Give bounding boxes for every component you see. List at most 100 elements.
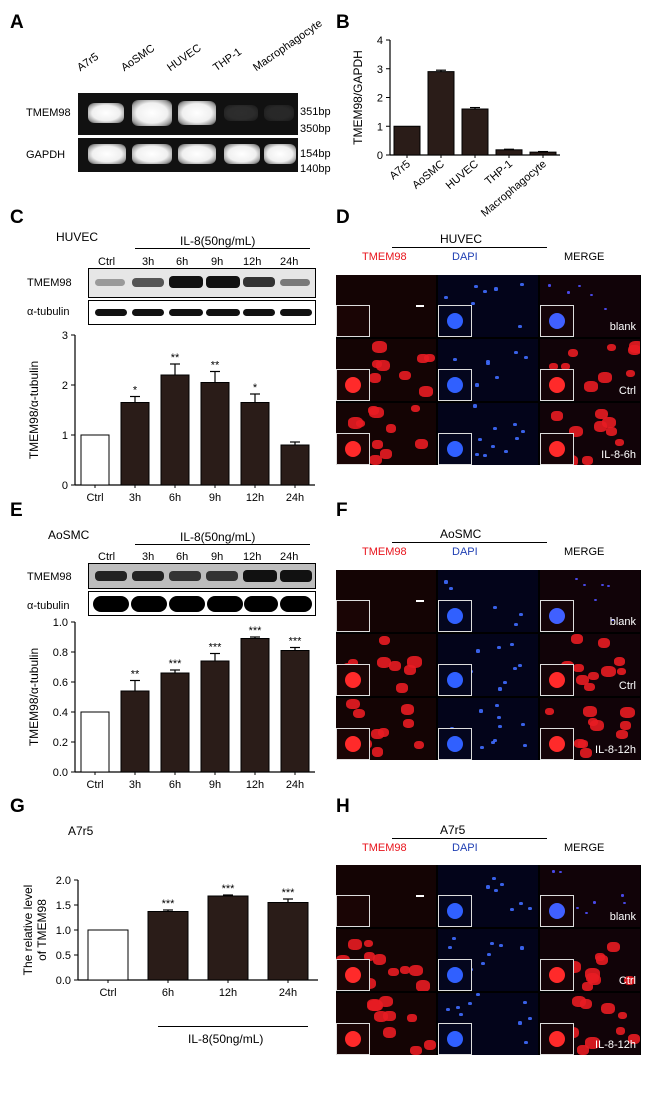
significance-label: *** <box>249 625 263 637</box>
zoom-inset <box>336 600 370 632</box>
x-tick-label: 12h <box>246 779 264 791</box>
bar <box>87 929 129 981</box>
condition-label: blank <box>609 616 636 628</box>
size-marker: 154bp <box>300 148 331 160</box>
y-axis-label: TMEM98/GAPDH <box>351 50 365 145</box>
bar <box>495 149 523 156</box>
significance-label: ** <box>171 352 180 364</box>
y-tick-label: 2 <box>377 93 383 105</box>
x-tick-label: 24h <box>286 779 304 791</box>
bar <box>240 638 270 773</box>
bar <box>147 911 189 981</box>
lane-label: 3h <box>142 256 155 268</box>
micrograph-cell: Ctrl <box>540 929 640 991</box>
panel-label-a: A <box>10 12 24 33</box>
panel-label-f: F <box>336 500 348 521</box>
treatment-line <box>135 544 310 545</box>
condition-label: IL-8-12h <box>595 744 636 756</box>
bar <box>393 125 421 156</box>
y-tick-label: 0.0 <box>53 767 68 779</box>
x-tick-label: 9h <box>209 779 221 791</box>
lane-label: Ctrl <box>98 551 116 563</box>
y-axis-label: TMEM98/α-tubulin <box>27 648 41 746</box>
zoom-inset <box>336 1023 370 1055</box>
micrograph-cell <box>336 339 436 401</box>
scale-bar <box>416 600 424 602</box>
micrograph-cell: IL-8-12h <box>540 993 640 1055</box>
y-tick-label: 0.5 <box>56 950 71 962</box>
zoom-inset <box>438 959 472 991</box>
micrograph-cell <box>336 403 436 465</box>
x-tick-label: 9h <box>209 492 221 504</box>
x-tick-label: 12h <box>219 987 237 999</box>
x-tick-label: 3h <box>129 779 141 791</box>
x-tick-label: HUVEC <box>444 158 481 192</box>
micrograph-cell <box>336 865 436 927</box>
zoom-inset <box>540 369 574 401</box>
y-tick-label: 0.0 <box>56 975 71 987</box>
cell-line-label: HUVEC <box>56 230 99 244</box>
header-line <box>392 838 547 839</box>
treatment-label: IL-8(50ng/mL) <box>188 1032 264 1046</box>
x-tick-label: A7r5 <box>387 158 413 182</box>
micrograph-cell: blank <box>540 275 640 337</box>
y-tick-label: 1.0 <box>56 925 71 937</box>
zoom-inset <box>540 433 574 465</box>
lane-label: AoSMC <box>119 42 158 74</box>
micrograph-cell <box>438 993 538 1055</box>
header-line <box>392 542 547 543</box>
y-tick-label: 3 <box>377 64 383 76</box>
lane-label: 24h <box>280 256 299 268</box>
y-tick-label: 1 <box>62 430 68 442</box>
bar <box>120 402 150 486</box>
zoom-inset <box>540 895 574 927</box>
header-line <box>392 247 547 248</box>
lane-label: 12h <box>243 551 262 563</box>
lane-label: HUVEC <box>165 42 204 74</box>
micrograph-cell <box>438 403 538 465</box>
treatment-line <box>135 248 310 249</box>
lane-label: THP-1 <box>211 45 245 74</box>
micrograph-cell <box>438 634 538 696</box>
micrograph-cell: Ctrl <box>540 634 640 696</box>
lane-label: 24h <box>280 551 299 563</box>
size-marker: 140bp <box>300 163 331 175</box>
micrograph-cell <box>438 865 538 927</box>
panel-label-g: G <box>10 796 25 817</box>
lane-label: 9h <box>211 256 224 268</box>
significance-label: *** <box>162 898 176 910</box>
x-tick-label: 6h <box>162 987 174 999</box>
y-tick-label: 3 <box>62 330 68 342</box>
bar <box>529 151 557 156</box>
significance-label: *** <box>169 658 183 670</box>
x-tick-label: AoSMC <box>410 158 447 192</box>
cell-line-label: AoSMC <box>440 527 482 541</box>
panel-label-e: E <box>10 500 23 521</box>
x-tick-label: 6h <box>169 779 181 791</box>
lane-label: 12h <box>243 256 262 268</box>
zoom-inset <box>438 895 472 927</box>
bar <box>461 108 489 156</box>
blot-tmem98 <box>88 563 316 589</box>
bar <box>200 382 230 486</box>
zoom-inset <box>540 959 574 991</box>
treatment-line <box>158 1026 308 1027</box>
condition-label: Ctrl <box>618 385 636 397</box>
bar <box>160 374 190 486</box>
x-tick-label: Ctrl <box>86 492 103 504</box>
x-tick-label: 24h <box>286 492 304 504</box>
y-tick-label: 4 <box>377 35 383 47</box>
zoom-inset <box>438 664 472 696</box>
bar <box>427 71 455 156</box>
micrograph-cell <box>336 929 436 991</box>
zoom-inset <box>336 305 370 337</box>
bar <box>120 690 150 773</box>
zoom-inset <box>336 664 370 696</box>
micrograph-cell: blank <box>540 865 640 927</box>
blot-row-label: α-tubulin <box>27 600 70 612</box>
cell-line-label: HUVEC <box>440 232 483 246</box>
cell-line-label: A7r5 <box>440 823 466 837</box>
y-axis-label: TMEM98/α-tubulin <box>27 361 41 459</box>
zoom-inset <box>336 369 370 401</box>
y-tick-label: 0.4 <box>53 707 68 719</box>
